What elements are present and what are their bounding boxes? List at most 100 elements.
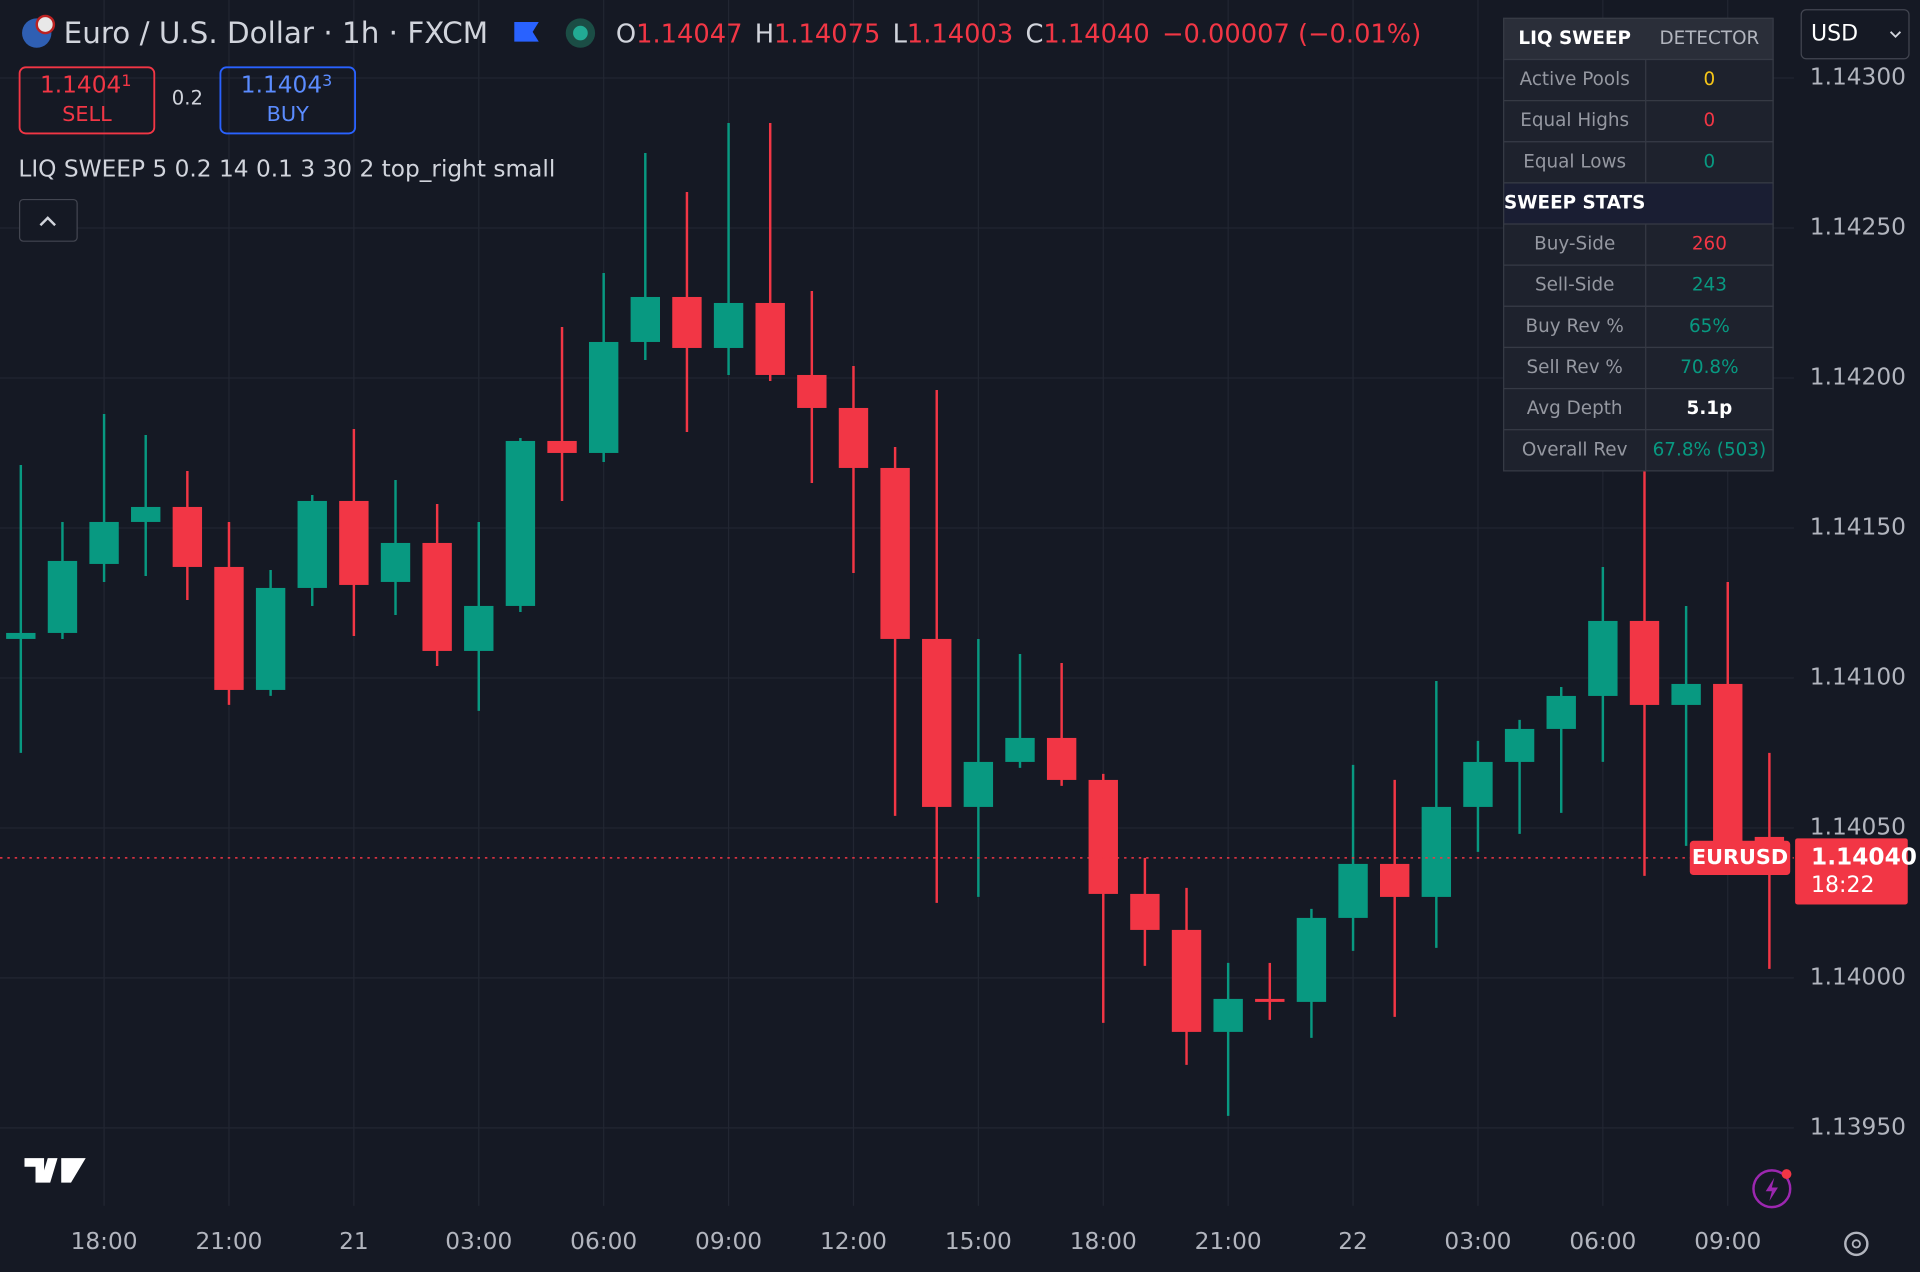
x-tick-label: 22 — [1338, 1228, 1368, 1255]
candle-body — [755, 302, 785, 375]
buy-button[interactable] — [219, 66, 357, 135]
table-row-label: Sell-Side — [1535, 275, 1614, 296]
x-tick-label: 09:00 — [1694, 1228, 1761, 1255]
table-row-label: Buy-Side — [1534, 234, 1615, 255]
candle-body — [6, 632, 36, 639]
table-row-bg — [1503, 387, 1774, 431]
spread: 0.2 — [172, 87, 203, 110]
table-row-value: 243 — [1692, 275, 1727, 296]
sell-price-main: 1.1404 — [40, 71, 121, 98]
alert-dot — [1781, 1169, 1792, 1179]
candle-body — [1463, 761, 1493, 807]
table-row-value: 0 — [1704, 151, 1716, 172]
stats-table: LIQ SWEEP DETECTOR Active Pools 0 Equal High… — [1503, 17, 1774, 472]
table-row-value: 0 — [1704, 110, 1716, 131]
collapse-button[interactable] — [18, 198, 78, 242]
table-row-label: Active Pools — [1520, 69, 1630, 90]
candle-body — [1421, 806, 1452, 897]
symbol-tag-label: EURUSD — [1692, 845, 1788, 869]
candle-body — [1546, 695, 1576, 729]
y-tick-label: 1.14250 — [1810, 213, 1906, 240]
candle-body — [422, 542, 452, 651]
x-tick-label: 06:00 — [570, 1228, 637, 1255]
symbol-tag — [1689, 840, 1791, 876]
candle-body — [1504, 728, 1535, 762]
y-tick-label: 1.14000 — [1810, 963, 1906, 990]
candle-body — [255, 587, 286, 690]
ohlc-value: 1.14075 — [774, 19, 880, 49]
sell-price-pip: 1 — [121, 70, 131, 89]
candle-body — [505, 440, 536, 606]
symbol-title: Euro / U.S. Dollar · 1h · FXCM — [64, 16, 488, 50]
candle-body — [797, 374, 827, 408]
table-row-bg — [1503, 141, 1774, 184]
table-row-label: Overall Rev — [1522, 439, 1628, 460]
x-tick-label: 09:00 — [695, 1228, 762, 1255]
candle-body — [588, 341, 619, 453]
ohlc-value: 1.14003 — [907, 19, 1013, 49]
currency-label: USD — [1811, 21, 1858, 46]
candle-body — [1338, 863, 1368, 918]
table-row-label: Sell Rev % — [1527, 357, 1623, 378]
candle-body — [630, 296, 660, 342]
candle-body — [214, 566, 244, 690]
collapse-chevron — [39, 216, 56, 227]
flag-icon[interactable] — [514, 22, 539, 42]
sell-price: 1.14041 — [40, 70, 131, 98]
sell-button[interactable] — [18, 66, 156, 135]
y-tick-label: 1.14200 — [1810, 363, 1906, 390]
x-tick-label: 03:00 — [445, 1228, 512, 1255]
candles — [0, 122, 1794, 1116]
settings-icon[interactable] — [1844, 1231, 1869, 1257]
table-row-label: Avg Depth — [1527, 398, 1623, 419]
candle-body — [131, 506, 161, 522]
candle-body — [1171, 929, 1202, 1032]
ohlc-change: −0.00007 (−0.01%) — [1162, 19, 1421, 49]
candle-body — [1629, 620, 1660, 705]
candle-body — [464, 605, 494, 651]
table-row-label: Equal Highs — [1520, 110, 1629, 131]
alert-bolt — [1765, 1177, 1778, 1201]
ohlc-label: O — [616, 19, 636, 49]
y-tick-label: 1.14050 — [1810, 813, 1906, 840]
candle-body — [1671, 683, 1701, 705]
table-header-bg — [1503, 17, 1774, 61]
candle-body — [1130, 893, 1160, 930]
x-tick-label: 21 — [339, 1228, 369, 1255]
symbol-logo-flag — [35, 14, 56, 35]
x-tick-label: 18:00 — [1070, 1228, 1137, 1255]
currency-button[interactable] — [1800, 9, 1910, 60]
candle-body — [922, 638, 952, 807]
table-header-cell: LIQ SWEEP — [1518, 28, 1631, 49]
y-tick-label: 1.14300 — [1810, 63, 1906, 90]
candle-body — [1713, 683, 1743, 858]
candle-body — [89, 521, 119, 564]
buy-label: BUY — [267, 102, 309, 126]
candle-body — [672, 296, 702, 348]
ohlc-value: 1.14047 — [636, 19, 742, 49]
candle-body — [1088, 779, 1118, 894]
candle-body — [1588, 620, 1618, 696]
candle-body — [380, 542, 411, 582]
table-row-bg — [1503, 429, 1774, 472]
table-row-value: 5.1p — [1687, 398, 1733, 419]
x-tick-label: 21:00 — [1195, 1228, 1262, 1255]
alert-icon[interactable] — [1752, 1169, 1792, 1209]
table-row-value: 67.8% (503) — [1653, 439, 1767, 460]
table-row-label: Buy Rev % — [1526, 316, 1624, 337]
tv-logo[interactable] — [24, 1158, 86, 1183]
table-row-bg — [1503, 346, 1774, 390]
candle-body — [1213, 998, 1243, 1032]
candle-body — [47, 560, 78, 633]
y-tick-label: 1.14100 — [1810, 663, 1906, 690]
candle-body — [172, 506, 203, 567]
candle-body — [1005, 737, 1035, 762]
table-row-bg — [1503, 182, 1774, 225]
ohlc-label: L — [893, 19, 908, 49]
buy-price-pip: 3 — [322, 70, 332, 89]
candle-body — [963, 761, 994, 807]
candle-body — [297, 500, 327, 588]
candle-body — [713, 302, 744, 348]
table-row-value: 260 — [1692, 234, 1727, 255]
